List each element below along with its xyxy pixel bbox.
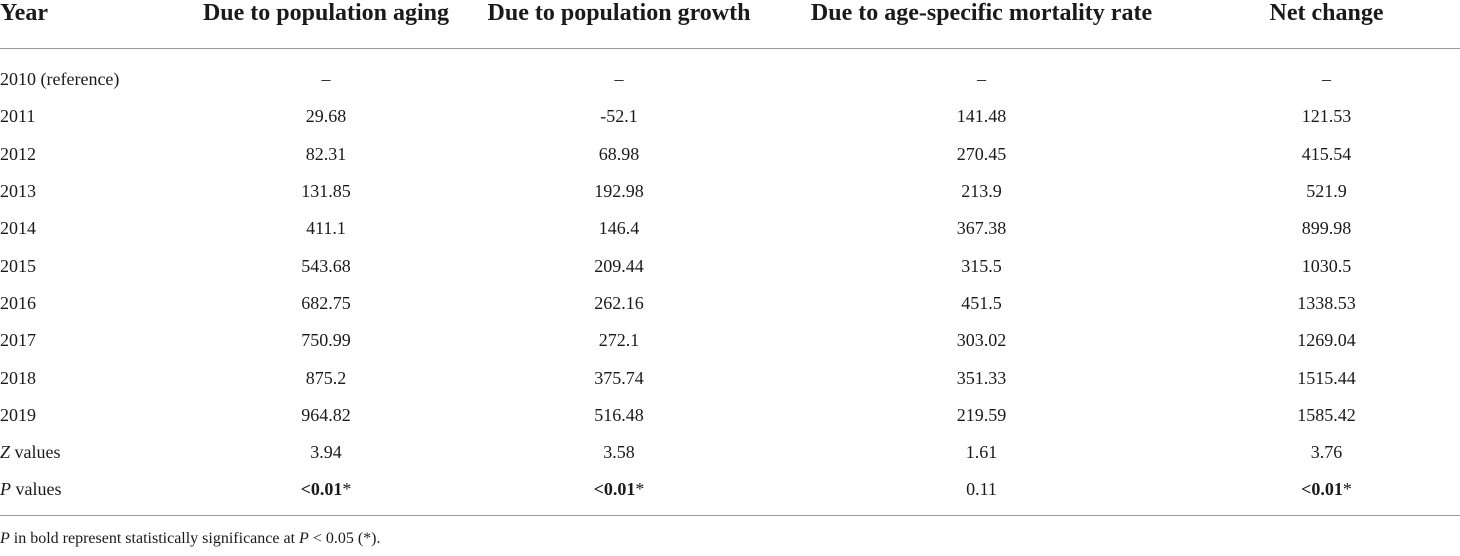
growth-cell: <0.01* (468, 471, 770, 516)
significance-mark: * (1342, 479, 1352, 500)
mortality-cell: 1.61 (965, 442, 998, 463)
p-symbol: P (0, 479, 11, 500)
year-cell: 2016 (0, 292, 36, 313)
growth-cell: 209.44 (594, 255, 644, 276)
results-table: Year Due to population aging Due to popu… (0, 0, 1460, 516)
net-cell: 1338.53 (1297, 292, 1356, 313)
growth-cell: 3.58 (603, 442, 635, 463)
aging-cell: <0.01* (184, 471, 468, 516)
growth-cell: 68.98 (598, 143, 640, 164)
mortality-cell: 270.45 (956, 143, 1007, 164)
growth-cell: 516.48 (594, 404, 644, 425)
z-symbol: Z (0, 442, 11, 463)
table-footnote: P in bold represent statistically signif… (0, 530, 381, 548)
net-cell: 3.76 (1310, 442, 1343, 463)
year-cell: 2013 (0, 181, 36, 202)
mortality-cell: 219.59 (956, 404, 1007, 425)
z-values-row: Z values 3.94 3.58 1.61 3.76 (0, 434, 1460, 471)
p-values-label: P values (0, 471, 184, 516)
year-cell: 2014 (0, 218, 36, 239)
aging-cell: – (321, 69, 331, 90)
table-row: 2016 682.75 262.16 451.5 1338.53 (0, 285, 1460, 322)
header-year: Year (0, 0, 184, 49)
aging-cell: 543.68 (301, 255, 351, 276)
growth-cell: 272.1 (598, 330, 640, 351)
year-cell: 2015 (0, 255, 36, 276)
header-population-aging: Due to population aging (184, 0, 468, 49)
year-cell: 2019 (0, 404, 36, 425)
net-cell: 521.9 (1306, 181, 1347, 202)
net-cell: <0.01* (1193, 471, 1460, 516)
growth-p-value: <0.01 (593, 479, 636, 500)
aging-cell: 131.85 (301, 181, 351, 202)
aging-cell: 411.1 (306, 218, 346, 239)
aging-cell: 82.31 (305, 143, 347, 164)
p-label-text: values (11, 479, 62, 500)
table-row: 2010 (reference) – – – – (0, 49, 1460, 99)
footnote-p-symbol: P (0, 530, 10, 547)
footnote-p-symbol: P (299, 530, 309, 547)
growth-cell: -52.1 (600, 106, 638, 127)
net-cell: 1515.44 (1297, 367, 1356, 388)
growth-cell: 262.16 (594, 292, 644, 313)
aging-cell: 3.94 (310, 442, 342, 463)
aging-cell: 964.82 (301, 404, 351, 425)
table-row: 2011 29.68 -52.1 141.48 121.53 (0, 98, 1460, 135)
significance-mark: * (635, 479, 645, 500)
table-row: 2012 82.31 68.98 270.45 415.54 (0, 136, 1460, 173)
aging-cell: 875.2 (305, 367, 347, 388)
net-cell: 1030.5 (1301, 255, 1352, 276)
net-cell: 415.54 (1301, 143, 1352, 164)
mortality-cell: 451.5 (961, 292, 1002, 313)
year-cell: 2011 (0, 106, 36, 127)
mortality-cell: 141.48 (956, 106, 1007, 127)
growth-cell: 375.74 (594, 367, 644, 388)
header-mortality-rate: Due to age-specific mortality rate (770, 0, 1193, 49)
table-row: 2013 131.85 192.98 213.9 521.9 (0, 173, 1460, 210)
significance-mark: * (342, 479, 352, 500)
aging-cell: 682.75 (301, 292, 351, 313)
header-row: Year Due to population aging Due to popu… (0, 0, 1460, 49)
mortality-cell: 315.5 (961, 255, 1002, 276)
z-label-text: values (10, 442, 61, 463)
year-cell: 2010 (reference) (0, 69, 120, 90)
net-cell: 1269.04 (1297, 330, 1356, 351)
growth-cell: 192.98 (594, 181, 644, 202)
aging-cell: 750.99 (301, 330, 351, 351)
p-values-row: P values <0.01* <0.01* 0.11 <0.01* (0, 471, 1460, 516)
table-row: 2015 543.68 209.44 315.5 1030.5 (0, 247, 1460, 284)
mortality-cell: 0.11 (770, 471, 1193, 516)
net-cell: 121.53 (1301, 106, 1352, 127)
net-p-value: <0.01 (1301, 479, 1343, 500)
header-population-growth: Due to population growth (468, 0, 770, 49)
footnote-text: < 0.05 (*). (308, 530, 381, 547)
growth-cell: 146.4 (598, 218, 640, 239)
growth-cell: – (614, 69, 624, 90)
header-net-change: Net change (1193, 0, 1460, 49)
year-cell: 2012 (0, 143, 36, 164)
mortality-cell: 303.02 (956, 330, 1007, 351)
table-row: 2018 875.2 375.74 351.33 1515.44 (0, 359, 1460, 396)
aging-cell: 29.68 (305, 106, 347, 127)
table-row: 2019 964.82 516.48 219.59 1585.42 (0, 397, 1460, 434)
aging-p-value: <0.01 (300, 479, 343, 500)
net-cell: – (1322, 69, 1331, 90)
mortality-cell: 213.9 (961, 181, 1002, 202)
mortality-cell: 351.33 (956, 367, 1007, 388)
year-cell: 2018 (0, 367, 36, 388)
table-row: 2017 750.99 272.1 303.02 1269.04 (0, 322, 1460, 359)
mortality-cell: 367.38 (956, 218, 1007, 239)
year-cell: 2017 (0, 330, 36, 351)
table-row: 2014 411.1 146.4 367.38 899.98 (0, 210, 1460, 247)
net-cell: 899.98 (1301, 218, 1352, 239)
z-values-label: Z values (0, 434, 184, 471)
mortality-cell: – (977, 69, 986, 90)
net-cell: 1585.42 (1297, 404, 1356, 425)
footnote-text: in bold represent statistically signific… (9, 530, 300, 547)
